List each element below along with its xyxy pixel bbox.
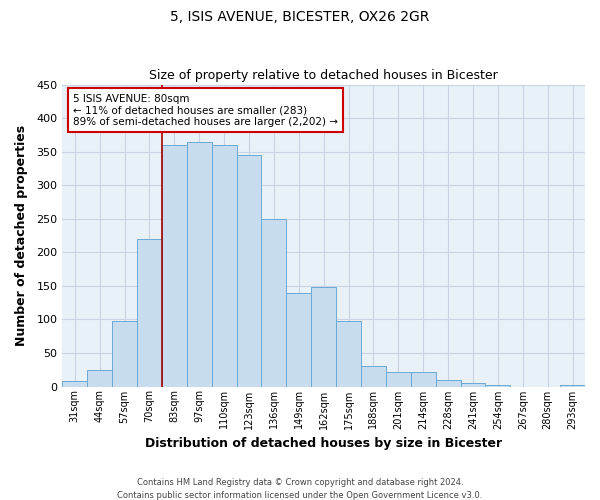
- Y-axis label: Number of detached properties: Number of detached properties: [15, 125, 28, 346]
- Bar: [361, 366, 386, 386]
- Text: Contains HM Land Registry data © Crown copyright and database right 2024.
Contai: Contains HM Land Registry data © Crown c…: [118, 478, 482, 500]
- Bar: [461, 383, 485, 386]
- Bar: [286, 292, 311, 386]
- Bar: [386, 372, 411, 386]
- Title: Size of property relative to detached houses in Bicester: Size of property relative to detached ho…: [149, 69, 498, 82]
- Bar: [187, 142, 212, 386]
- Bar: [212, 145, 236, 386]
- Bar: [87, 370, 112, 386]
- Bar: [62, 381, 87, 386]
- Bar: [436, 380, 461, 386]
- Bar: [485, 385, 511, 386]
- Bar: [336, 322, 361, 386]
- Bar: [311, 287, 336, 386]
- Bar: [262, 219, 286, 386]
- Bar: [236, 155, 262, 386]
- Text: 5 ISIS AVENUE: 80sqm
← 11% of detached houses are smaller (283)
89% of semi-deta: 5 ISIS AVENUE: 80sqm ← 11% of detached h…: [73, 94, 338, 127]
- Bar: [411, 372, 436, 386]
- Bar: [560, 384, 585, 386]
- X-axis label: Distribution of detached houses by size in Bicester: Distribution of detached houses by size …: [145, 437, 502, 450]
- Bar: [162, 145, 187, 386]
- Bar: [137, 239, 162, 386]
- Bar: [112, 321, 137, 386]
- Text: 5, ISIS AVENUE, BICESTER, OX26 2GR: 5, ISIS AVENUE, BICESTER, OX26 2GR: [170, 10, 430, 24]
